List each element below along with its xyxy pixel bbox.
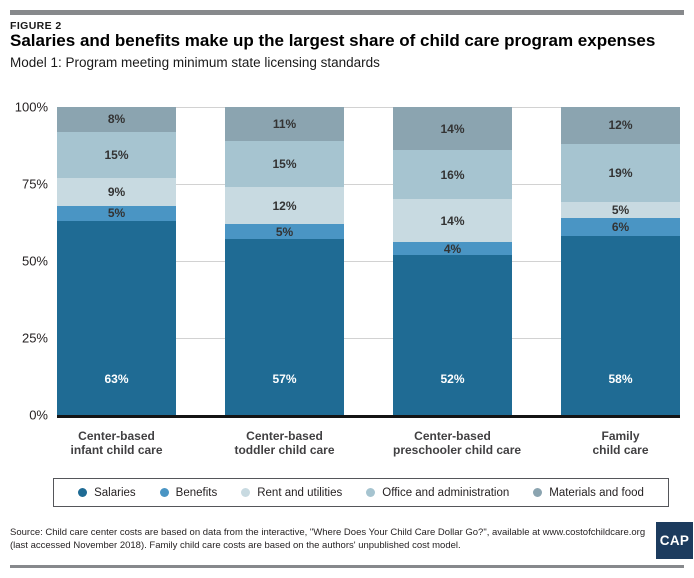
legend-item-benefits: Benefits — [159, 486, 218, 499]
y-axis: 100% 75% 50% 25% 0% — [0, 100, 48, 423]
segment-value-label: 5% — [611, 203, 630, 218]
segment-materials-and-food: 11% — [225, 107, 344, 141]
legend-swatch-icon — [78, 488, 88, 497]
segment-office-and-administration: 19% — [561, 143, 680, 203]
source-line-1: Source: Child care center costs are base… — [10, 527, 646, 538]
chart-subtitle: Model 1: Program meeting minimum state l… — [10, 55, 380, 70]
cap-logo: CAP — [656, 522, 693, 559]
category-label: Center-based preschooler child care — [393, 429, 522, 457]
segment-value-label: 15% — [272, 156, 297, 171]
segment-value-label: 52% — [440, 371, 465, 386]
segment-value-label: 5% — [275, 224, 294, 239]
segment-value-label: 12% — [272, 198, 297, 213]
legend-swatch-icon — [159, 488, 169, 497]
segment-salaries: 52% — [393, 254, 512, 415]
legend-swatch-icon — [241, 488, 251, 497]
gridline — [57, 261, 680, 262]
segment-value-label: 4% — [443, 241, 462, 256]
source-note: Source: Child care center costs are base… — [10, 527, 645, 552]
segment-office-and-administration: 15% — [225, 140, 344, 188]
segment-value-label: 58% — [608, 371, 633, 386]
segment-value-label: 14% — [440, 213, 465, 228]
segment-rent-and-utilities: 14% — [393, 199, 512, 243]
segment-rent-and-utilities: 12% — [225, 187, 344, 225]
segment-salaries: 58% — [561, 236, 680, 415]
segment-salaries: 57% — [225, 239, 344, 415]
y-tick-label: 50% — [21, 253, 48, 269]
bars-container: 8% 15% 9% 5% 63% 11% 15% 12% 5% 57% 14% 16% 14% 4% 52%… — [57, 107, 680, 415]
x-axis-line — [57, 415, 680, 418]
gridline — [57, 338, 680, 339]
segment-office-and-administration: 15% — [57, 131, 176, 178]
bar-center-based-toddler-child-care: 11% 15% 12% 5% 57% — [225, 107, 344, 415]
legend: Salaries Benefits Rent and utilities Office… — [53, 478, 669, 507]
gridline — [57, 107, 680, 108]
top-rule — [10, 10, 684, 15]
category-label: Center-based toddler child care — [234, 429, 335, 457]
y-tick-label: 25% — [21, 330, 48, 346]
category-label: Center-based infant child care — [70, 429, 163, 457]
bottom-rule — [10, 565, 684, 568]
page-title: Salaries and benefits make up the larges… — [10, 31, 656, 50]
segment-value-label: 9% — [107, 184, 126, 199]
legend-label: Salaries — [94, 486, 136, 499]
legend-item-rent-and-utilities: Rent and utilities — [241, 487, 342, 499]
legend-label: Materials and food — [549, 486, 644, 499]
segment-value-label: 14% — [440, 121, 465, 136]
segment-office-and-administration: 16% — [393, 150, 512, 200]
segment-value-label: 11% — [272, 116, 297, 131]
segment-materials-and-food: 14% — [393, 107, 512, 151]
legend-swatch-icon — [366, 488, 376, 497]
segment-rent-and-utilities: 5% — [561, 202, 680, 218]
legend-item-salaries: Salaries — [78, 487, 136, 499]
legend-label: Office and administration — [382, 486, 510, 499]
legend-item-materials-and-food: Materials and food — [533, 487, 644, 499]
segment-value-label: 6% — [611, 220, 630, 235]
segment-materials-and-food: 12% — [561, 107, 680, 144]
segment-materials-and-food: 8% — [57, 107, 176, 132]
y-tick-label: 0% — [29, 407, 48, 423]
segment-benefits: 4% — [393, 241, 512, 256]
legend-label: Benefits — [175, 486, 218, 499]
segment-benefits: 5% — [57, 205, 176, 221]
segment-value-label: 15% — [104, 147, 129, 162]
bar-center-based-infant-child-care: 8% 15% 9% 5% 63% — [57, 107, 176, 415]
segment-benefits: 6% — [561, 217, 680, 237]
segment-value-label: 8% — [107, 112, 126, 127]
segment-value-label: 5% — [107, 206, 126, 221]
y-tick-label: 75% — [21, 176, 48, 192]
legend-item-office-and-administration: Office and administration — [366, 487, 509, 499]
gridline — [57, 184, 680, 185]
segment-value-label: 57% — [272, 371, 297, 386]
segment-salaries: 63% — [57, 220, 176, 415]
segment-value-label: 19% — [608, 166, 633, 181]
bar-center-based-preschooler-child-care: 14% 16% 14% 4% 52% — [393, 107, 512, 415]
source-line-2: (last accessed November 2018). Family ch… — [10, 539, 461, 551]
x-axis-labels: Center-based infant child care Center-base… — [57, 429, 680, 457]
plot-area: 8% 15% 9% 5% 63% 11% 15% 12% 5% 57% 14% 16% 14% 4% 52%… — [57, 107, 680, 418]
bar-family-child-care: 12% 19% 5% 6% 58% — [561, 107, 680, 415]
segment-value-label: 63% — [104, 371, 129, 386]
y-tick-label: 100% — [14, 99, 48, 115]
segment-benefits: 5% — [225, 224, 344, 240]
segment-value-label: 16% — [440, 167, 465, 182]
segment-value-label: 12% — [608, 118, 633, 133]
category-label: Family child care — [592, 429, 649, 457]
segment-rent-and-utilities: 9% — [57, 177, 176, 206]
figure-label: FIGURE 2 — [10, 20, 62, 32]
legend-label: Rent and utilities — [257, 486, 343, 499]
legend-swatch-icon — [533, 488, 543, 497]
